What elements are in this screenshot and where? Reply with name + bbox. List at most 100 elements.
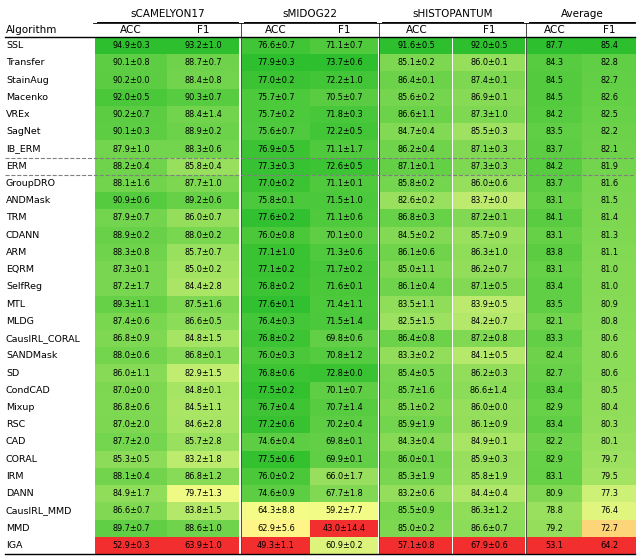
Text: 84.2±0.7: 84.2±0.7 (470, 317, 508, 326)
Text: CDANN: CDANN (6, 231, 40, 240)
Text: 77.0±0.2: 77.0±0.2 (257, 179, 294, 188)
Text: 82.7: 82.7 (600, 76, 618, 85)
Text: RSC: RSC (6, 420, 25, 429)
Text: 84.5: 84.5 (545, 93, 564, 102)
Text: 77.3: 77.3 (600, 489, 618, 498)
Bar (452, 296, 525, 312)
Bar (582, 227, 637, 244)
Bar (242, 537, 310, 554)
Bar (310, 364, 378, 382)
Bar (527, 312, 582, 330)
Text: 70.1±0.7: 70.1±0.7 (325, 386, 363, 395)
Bar (310, 192, 378, 209)
Bar (242, 261, 310, 278)
Text: 90.2±0.7: 90.2±0.7 (113, 110, 150, 119)
Bar (582, 312, 637, 330)
Text: 86.2±0.3: 86.2±0.3 (470, 369, 508, 378)
Text: 86.8±0.9: 86.8±0.9 (113, 334, 150, 343)
Bar (242, 227, 310, 244)
Bar (380, 364, 452, 382)
Text: 83.4: 83.4 (545, 420, 564, 429)
Text: 83.8: 83.8 (546, 248, 564, 257)
Text: 82.6±0.2: 82.6±0.2 (398, 196, 435, 205)
Text: SagNet: SagNet (6, 128, 40, 136)
Text: 89.2±0.6: 89.2±0.6 (185, 196, 222, 205)
Bar (582, 416, 637, 433)
Text: 87.9±1.0: 87.9±1.0 (113, 144, 150, 154)
Bar (582, 537, 637, 554)
Bar (95, 502, 167, 520)
Bar (380, 451, 452, 468)
Bar (310, 468, 378, 485)
Bar (242, 416, 310, 433)
Text: 82.7: 82.7 (546, 369, 564, 378)
Text: 87.3±0.1: 87.3±0.1 (113, 265, 150, 274)
Bar (95, 209, 167, 227)
Text: 75.6±0.7: 75.6±0.7 (257, 128, 294, 136)
Text: 91.6±0.5: 91.6±0.5 (397, 41, 435, 50)
Text: 85.7±1.6: 85.7±1.6 (397, 386, 435, 395)
Bar (452, 416, 525, 433)
Text: 69.8±0.1: 69.8±0.1 (325, 437, 363, 447)
Text: 77.9±0.3: 77.9±0.3 (257, 58, 294, 67)
Text: 77.3±0.3: 77.3±0.3 (257, 162, 294, 171)
Bar (95, 399, 167, 416)
Bar (452, 106, 525, 123)
Bar (95, 106, 167, 123)
Text: 85.8±0.2: 85.8±0.2 (398, 179, 435, 188)
Text: 85.9±0.3: 85.9±0.3 (470, 455, 508, 464)
Bar (380, 89, 452, 106)
Text: 72.6±0.5: 72.6±0.5 (325, 162, 363, 171)
Bar (452, 175, 525, 192)
Text: 77.2±0.6: 77.2±0.6 (257, 420, 294, 429)
Text: 80.1: 80.1 (600, 437, 618, 447)
Text: 70.7±1.4: 70.7±1.4 (325, 403, 363, 412)
Text: 71.1±0.1: 71.1±0.1 (325, 179, 363, 188)
Bar (582, 502, 637, 520)
Text: 88.7±0.7: 88.7±0.7 (185, 58, 222, 67)
Text: Mixup: Mixup (6, 403, 35, 412)
Bar (527, 330, 582, 347)
Bar (582, 71, 637, 89)
Text: 85.0±0.2: 85.0±0.2 (398, 524, 435, 532)
Bar (310, 244, 378, 261)
Bar (242, 502, 310, 520)
Text: 85.7±2.8: 85.7±2.8 (185, 437, 222, 447)
Bar (310, 416, 378, 433)
Text: 82.9±1.5: 82.9±1.5 (185, 369, 222, 378)
Text: F1: F1 (604, 25, 616, 35)
Bar (452, 37, 525, 54)
Text: 64.2: 64.2 (600, 541, 619, 550)
Bar (242, 347, 310, 364)
Text: ACC: ACC (406, 25, 428, 35)
Bar (527, 433, 582, 451)
Bar (168, 209, 239, 227)
Bar (310, 227, 378, 244)
Bar (168, 416, 239, 433)
Text: 86.1±0.4: 86.1±0.4 (397, 282, 435, 291)
Text: 87.5±1.6: 87.5±1.6 (185, 300, 223, 309)
Text: 84.2: 84.2 (545, 162, 564, 171)
Bar (527, 89, 582, 106)
Bar (380, 416, 452, 433)
Bar (310, 451, 378, 468)
Text: 83.4: 83.4 (545, 282, 564, 291)
Text: 80.9: 80.9 (600, 300, 618, 309)
Bar (168, 382, 239, 399)
Bar (168, 330, 239, 347)
Text: 76.8±0.2: 76.8±0.2 (257, 334, 294, 343)
Bar (582, 261, 637, 278)
Text: 76.0±0.8: 76.0±0.8 (257, 231, 294, 240)
Text: 84.2: 84.2 (545, 110, 564, 119)
Bar (380, 278, 452, 296)
Text: sMIDOG22: sMIDOG22 (283, 9, 337, 19)
Text: 76.8±0.2: 76.8±0.2 (257, 282, 294, 291)
Text: Transfer: Transfer (6, 58, 45, 67)
Text: 87.1±0.5: 87.1±0.5 (470, 282, 508, 291)
Text: 71.8±0.3: 71.8±0.3 (325, 110, 363, 119)
Text: 83.5: 83.5 (546, 300, 564, 309)
Bar (452, 537, 525, 554)
Text: 86.0±0.1: 86.0±0.1 (470, 58, 508, 67)
Bar (310, 89, 378, 106)
Bar (168, 433, 239, 451)
